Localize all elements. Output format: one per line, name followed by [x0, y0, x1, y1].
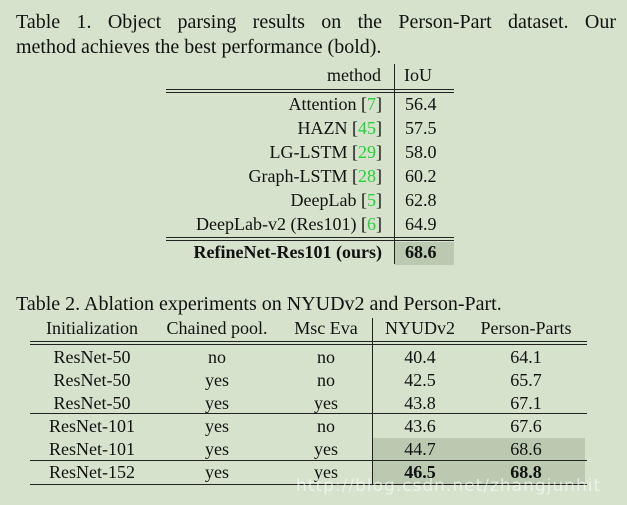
iou-value: 60.2: [405, 166, 437, 186]
table1-method-cell: DeepLab-v2 (Res101) [6]: [196, 214, 382, 235]
table1-method-cell: Attention [7]: [289, 94, 383, 115]
table2-cell: 65.7: [510, 370, 542, 390]
table2-group-rule-1: [30, 413, 587, 414]
row6-highlight: [372, 461, 585, 484]
bracket-close: ]: [376, 142, 382, 162]
table2-cell: ResNet-50: [53, 347, 131, 367]
table2-cell: yes: [205, 393, 229, 413]
table2-cell: ResNet-50: [53, 370, 131, 390]
table1-row: Attention [7] 56.4: [166, 94, 454, 118]
table2-cell: no: [317, 347, 335, 367]
table1-caption-line1: Table 1. Object parsing results on the P…: [16, 11, 616, 33]
table2-cell: 42.5: [404, 370, 436, 390]
table1-caption-line2: method achieves the best performance (bo…: [16, 36, 382, 58]
table1-method-cell: Graph-LSTM [28]: [249, 166, 382, 187]
table1-header-method-label: method: [327, 65, 381, 85]
table2-cell: ResNet-50: [53, 393, 131, 413]
table2-header-rule-top: [30, 341, 587, 342]
citation-link[interactable]: 28: [358, 166, 376, 186]
best-method-name: RefineNet-Res101 (ours): [193, 242, 382, 262]
method-name: LG-LSTM [: [269, 142, 359, 162]
table2-cell: 64.1: [510, 347, 542, 367]
table2-cell: 68.6: [510, 439, 542, 459]
table2-cell: 67.1: [510, 393, 542, 413]
table2-cell: no: [317, 370, 335, 390]
table2-header-cell: Person-Parts: [480, 318, 572, 338]
table1-header-rule-top: [166, 89, 454, 90]
table2-cell: 40.4: [404, 347, 436, 367]
citation-link[interactable]: 29: [358, 142, 376, 162]
table2-group-rule-2: [30, 460, 587, 461]
bracket-close: ]: [376, 166, 382, 186]
iou-value: 58.0: [405, 142, 437, 162]
method-name: DeepLab [: [290, 190, 367, 210]
table2-header-cell: Initialization: [46, 318, 138, 338]
table1-row: LG-LSTM [29] 58.0: [166, 142, 454, 166]
table2-cell: yes: [314, 439, 338, 459]
table2-header-cell: NYUDv2: [385, 318, 455, 338]
best-iou-value: 68.6: [405, 242, 437, 262]
table1-method-cell: LG-LSTM [29]: [270, 142, 383, 163]
table2-cell: 67.6: [510, 416, 542, 436]
table2-cell: ResNet-101: [49, 439, 135, 459]
table2-cell: yes: [314, 393, 338, 413]
table2-header-cell: Msc Eva: [294, 318, 358, 338]
bracket-close: ]: [376, 94, 382, 114]
citation-link[interactable]: 45: [358, 118, 376, 138]
table1-header-iou: IoU: [404, 65, 432, 85]
table2-header-cell: Chained pool.: [166, 318, 268, 338]
table2-cell: 44.7: [404, 439, 436, 459]
table2-cell: 43.6: [404, 416, 436, 436]
table2-header-rule-bottom: [30, 344, 587, 345]
bracket-close: ]: [376, 214, 382, 234]
table1-row: DeepLab-v2 (Res101) [6] 64.9: [166, 214, 454, 238]
iou-value: 64.9: [405, 214, 437, 234]
table2-caption: Table 2. Ablation experiments on NYUDv2 …: [16, 293, 502, 315]
citation-link[interactable]: 7: [367, 94, 376, 114]
table2-cell: no: [208, 347, 226, 367]
iou-value: 56.4: [405, 94, 437, 114]
table1-row: Graph-LSTM [28] 60.2: [166, 166, 454, 190]
table1-caption: Table 1. Object parsing results on the P…: [16, 10, 616, 60]
table1-column-separator: [394, 64, 395, 264]
table2-bottom-rule: [30, 484, 587, 485]
table2-cell: yes: [205, 416, 229, 436]
row5-highlight: [372, 438, 585, 461]
citation-link[interactable]: 6: [367, 214, 376, 234]
table1-method-cell: HAZN [45]: [298, 118, 383, 139]
table1-best-rule-bottom: [166, 240, 454, 241]
bracket-close: ]: [376, 190, 382, 210]
iou-value: 62.8: [405, 190, 437, 210]
table2-cell: 68.8: [510, 462, 542, 482]
method-name: Graph-LSTM [: [248, 166, 358, 186]
table1-best-rule-top: [166, 237, 454, 238]
table2-cell: yes: [205, 370, 229, 390]
bracket-close: ]: [376, 118, 382, 138]
method-name: Attention [: [288, 94, 368, 114]
table1-best-row: RefineNet-Res101 (ours) 68.6: [166, 242, 454, 266]
table2-cell: 46.5: [404, 462, 436, 482]
table2-cell: yes: [205, 439, 229, 459]
iou-value: 57.5: [405, 118, 437, 138]
table2-cell: yes: [314, 462, 338, 482]
table1-method-cell: DeepLab [5]: [291, 190, 382, 211]
table1-row: DeepLab [5] 62.8: [166, 190, 454, 214]
watermark-text: http://blog.csdn.net/zhangjunhit: [296, 476, 602, 496]
citation-link[interactable]: 5: [367, 190, 376, 210]
method-name: DeepLab-v2 (Res101) [: [196, 214, 367, 234]
table1-header-method: method: [166, 62, 384, 88]
table2-cell: 43.8: [404, 393, 436, 413]
table2-column-separator: [372, 318, 373, 484]
table2-cell: yes: [205, 462, 229, 482]
table1-header-rule-bottom: [166, 92, 454, 93]
table1-row: HAZN [45] 57.5: [166, 118, 454, 142]
table1-best-highlight: [395, 242, 454, 265]
table2-cell: no: [317, 416, 335, 436]
method-name: HAZN [: [297, 118, 359, 138]
table2-cell: ResNet-152: [49, 462, 135, 482]
table2-cell: ResNet-101: [49, 416, 135, 436]
